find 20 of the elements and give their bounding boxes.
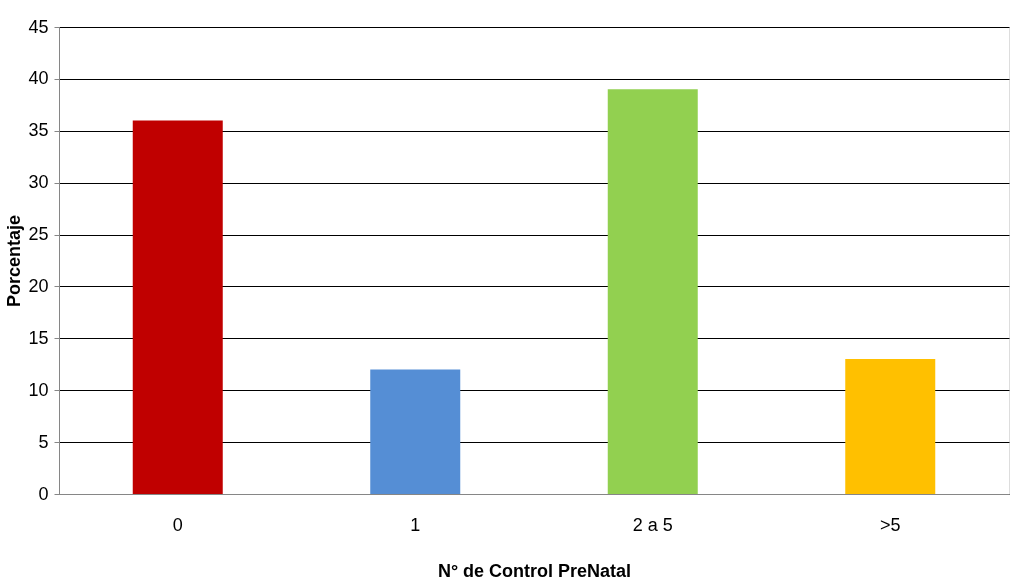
bar (132, 120, 223, 494)
y-tick-label: 45 (28, 16, 49, 37)
y-tick-label: 5 (38, 431, 49, 452)
y-tick-label: 0 (38, 483, 49, 504)
x-tick-label: 1 (410, 514, 421, 535)
x-tick-label: 2 a 5 (632, 514, 673, 535)
y-axis-title: Porcentaje (4, 214, 25, 308)
x-axis-title: N° de Control PreNatal (437, 560, 632, 581)
bar (607, 89, 698, 494)
x-tick-label: 0 (172, 514, 183, 535)
y-tick-label: 25 (28, 224, 49, 245)
y-tick-label: 15 (28, 327, 49, 348)
y-tick-label: 10 (28, 379, 49, 400)
x-tick-label: >5 (879, 514, 901, 535)
y-tick-label: 40 (28, 68, 49, 89)
y-tick-label: 35 (28, 120, 49, 141)
bar (845, 359, 936, 494)
bar (370, 369, 461, 494)
y-tick-label: 30 (28, 172, 49, 193)
y-tick-label: 20 (28, 275, 49, 296)
